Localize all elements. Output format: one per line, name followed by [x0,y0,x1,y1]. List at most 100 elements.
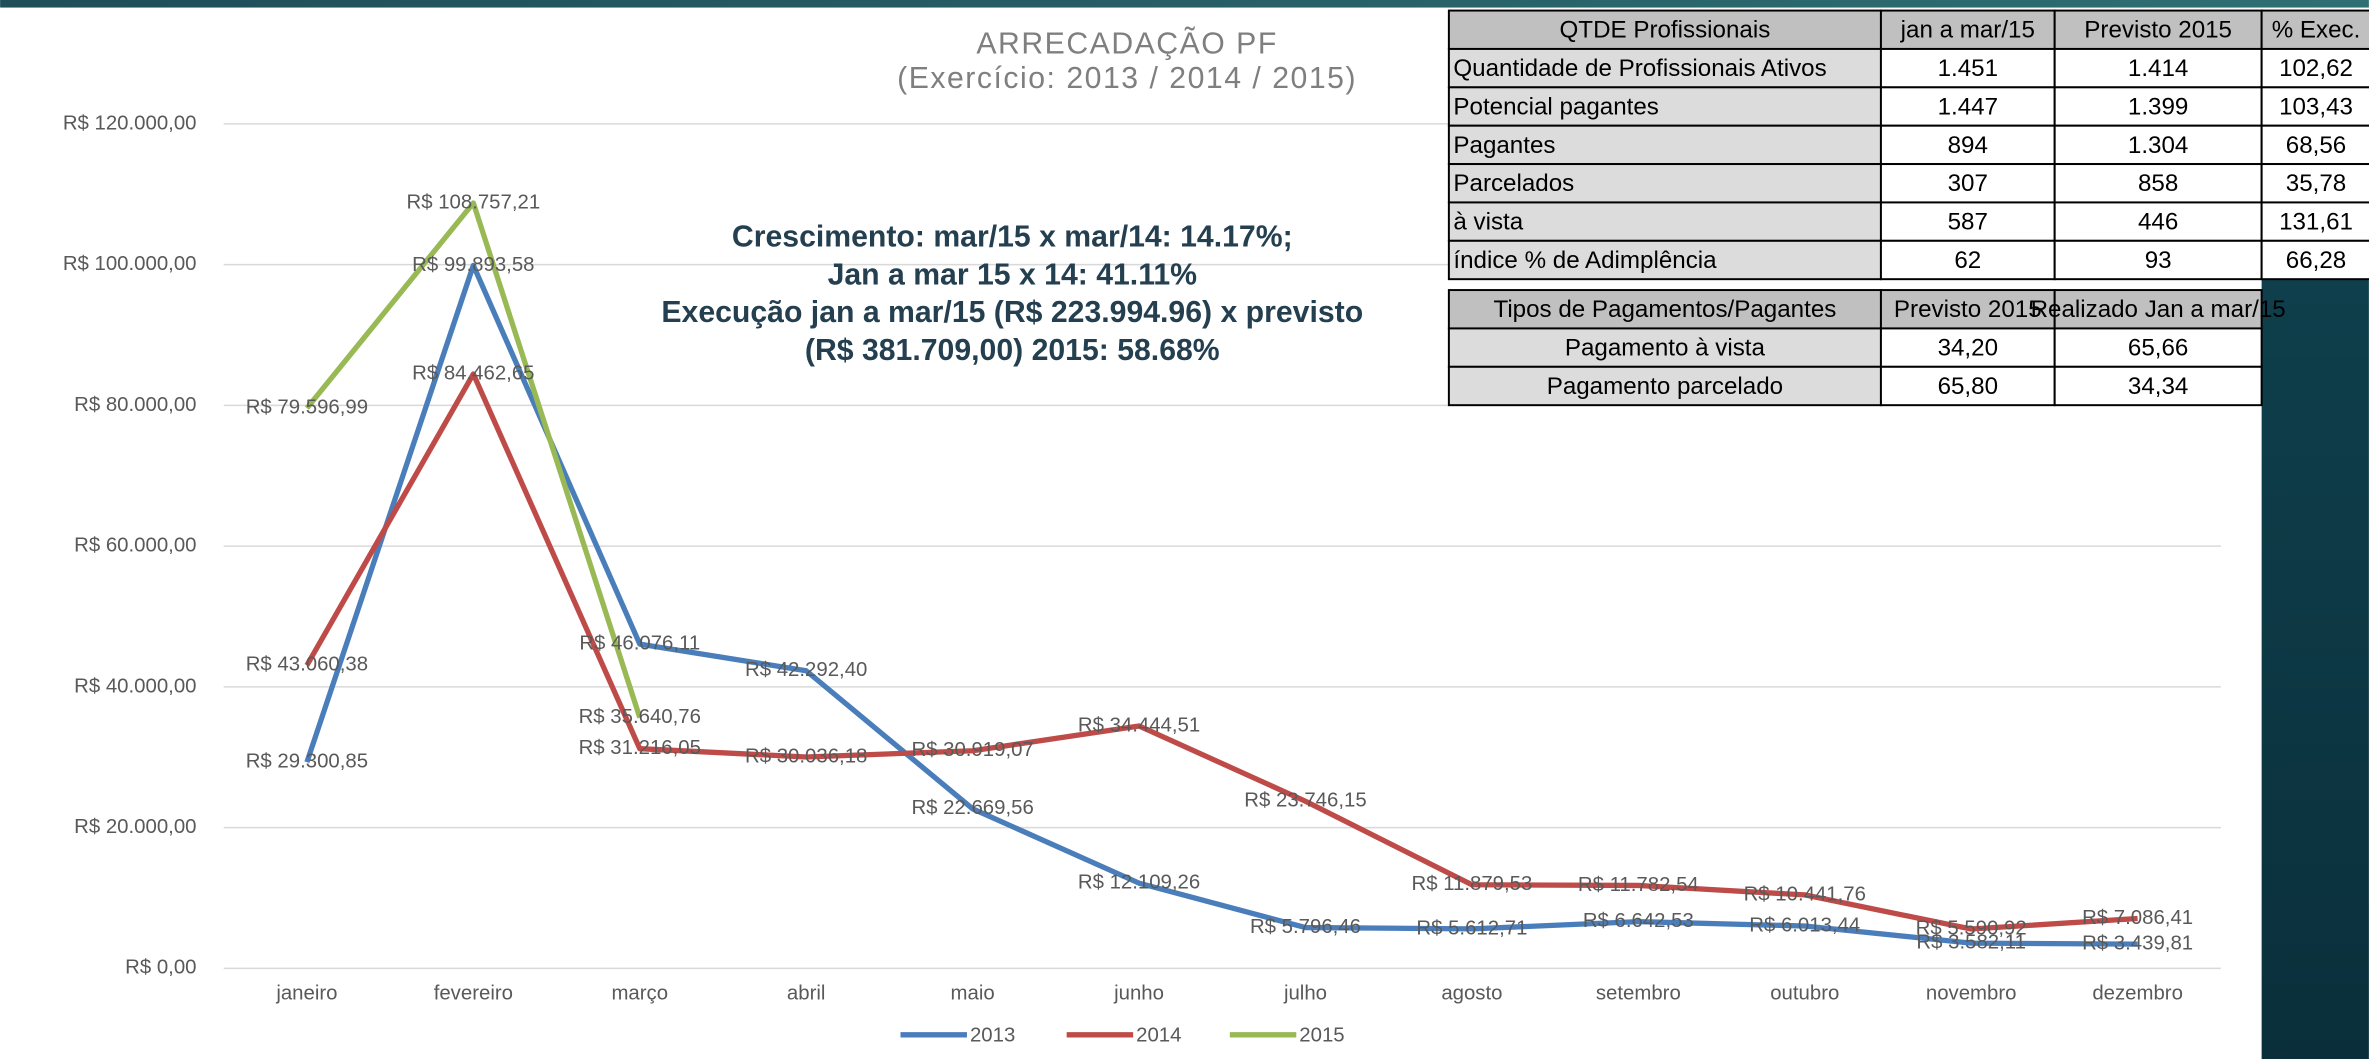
table-cell [2053,289,2263,330]
data-label: R$ 30.919,07 [911,739,1033,761]
table-cell [1879,327,2056,368]
series-line [304,371,2138,932]
data-label: R$ 79.596,99 [246,397,368,419]
table-text: à vista [1453,209,1523,236]
annotation: Jan a mar 15 x 14: 41.11% [828,258,1198,291]
annotation: Crescimento: mar/15 x mar/14: 14.17%; [732,221,1293,254]
table-text: Pagamento parcelado [1547,373,1783,400]
table-text: 446 [2138,209,2178,236]
table-cell [1447,239,1882,281]
table-cell [1447,365,1882,407]
data-label: R$ 35.640,76 [579,706,701,728]
x-tick-label: dezembro [2092,982,2183,1004]
data-label: R$ 108.757,21 [406,191,540,213]
table-cell [1447,86,1882,127]
data-label: R$ 7.086,41 [2082,907,2193,929]
data-label: R$ 6.642,53 [1583,910,1694,932]
x-tick-label: maio [951,982,995,1004]
chart-title: (Exercício: 2013 / 2014 / 2015) [897,62,1357,95]
x-tick-label: setembro [1596,982,1681,1004]
data-label: R$ 5.612,71 [1416,917,1527,939]
series-line [304,262,2138,947]
data-label: R$ 22.669,56 [911,797,1033,819]
annotation: (R$ 381.709,00) 2015: 58.68% [805,334,1220,367]
table-text: 1.451 [1938,55,1998,82]
table-cell [1447,47,1882,89]
data-label: R$ 6.013,44 [1749,914,1860,936]
x-tick-label: abril [787,982,826,1004]
data-label: R$ 11.879,53 [1411,873,1532,895]
table-text: 1.304 [2128,132,2188,159]
y-tick-label: R$ 80.000,00 [74,394,196,416]
data-label: R$ 12.109,26 [1078,872,1200,894]
table-cell [1447,163,1882,204]
table-text: 65,80 [1938,373,1998,400]
x-tick-label: agosto [1441,982,1502,1004]
x-tick-label: julho [1283,982,1327,1004]
tables: QTDE Profissionais jan a mar/15 Previsto 2… [1447,9,2369,407]
table-text: 66,28 [2286,247,2346,274]
table-text: 131,61 [2279,209,2353,236]
table-text: 34,20 [1938,335,1998,362]
data-label: R$ 11.782,54 [1578,874,1699,896]
data-label: R$ 30.036,18 [745,745,867,767]
table-header: % Exec. [2272,17,2361,44]
table-cell [2260,124,2369,166]
data-label: R$ 5.590,92 [1916,917,2027,939]
data-label: R$ 42.292,40 [745,659,867,681]
series-line [304,200,643,719]
top-bar [0,0,2369,8]
y-tick-label: R$ 40.000,00 [74,675,196,697]
table-header: Previsto 2015 [2084,17,2232,44]
data-label: R$ 43.060,38 [246,654,368,676]
data-label: R$ 99.893,58 [412,254,534,276]
table-text: 65,66 [2128,335,2188,362]
x-tick-label: março [611,982,668,1004]
table-text: 35,78 [2286,170,2346,197]
table-text: Parcelados [1453,170,1574,197]
data-label: R$ 46.076,11 [579,632,700,654]
table-text: 34,34 [2128,373,2188,400]
table-header: Previsto 2015 [1894,296,2042,323]
table-text: Quantidade de Profissionais Ativos [1453,55,1826,82]
data-label: R$ 23.746,15 [1244,790,1366,812]
data-label: R$ 31.216,05 [579,737,701,759]
table-text: Potencial pagantes [1453,93,1658,120]
table-cell [2260,163,2369,204]
table-cell [2260,239,2369,281]
data-label: R$ 29.300,85 [246,751,368,773]
table-text: Pagamento à vista [1565,335,1766,362]
chart-title: ARRECADAÇÃO PF [976,26,1277,60]
x-tick-label: fevereiro [434,982,513,1004]
data-label: R$ 10.441,76 [1744,883,1866,905]
data-label: R$ 3.439,81 [2082,933,2193,955]
table-cell [2053,201,2263,242]
table-cell [1447,289,1882,330]
table-cell [1447,327,1882,368]
table-text: 307 [1948,170,1988,197]
table-cell [2053,327,2263,368]
table-cell [2053,47,2263,89]
table-text: 93 [2145,247,2172,274]
table-cell [1879,289,2056,330]
table-cell [2260,9,2369,50]
legend-label: 2015 [1299,1025,1344,1047]
y-tick-label: R$ 120.000,00 [63,112,197,134]
table-cell [2260,201,2369,242]
x-tick-label: novembro [1926,982,2017,1004]
table-cell [1879,365,2056,407]
table-text: 62 [1954,247,1981,274]
table-text: índice % de Adimplência [1453,247,1717,274]
data-label: R$ 84.462,65 [412,362,534,384]
y-tick-label: R$ 100.000,00 [63,253,197,275]
data-label: R$ 5.796,46 [1250,916,1361,938]
table-cell [2260,86,2369,127]
side-panel [2261,279,2369,1059]
table-cell [1879,124,2056,166]
table-text: 103,43 [2279,93,2353,120]
table-header: jan a mar/15 [1900,17,2035,44]
table-header: Realizado Jan a mar/15 [2031,296,2286,323]
table-header: Tipos de Pagamentos/Pagantes [1493,296,1836,323]
y-tick-label: R$ 60.000,00 [74,535,196,557]
